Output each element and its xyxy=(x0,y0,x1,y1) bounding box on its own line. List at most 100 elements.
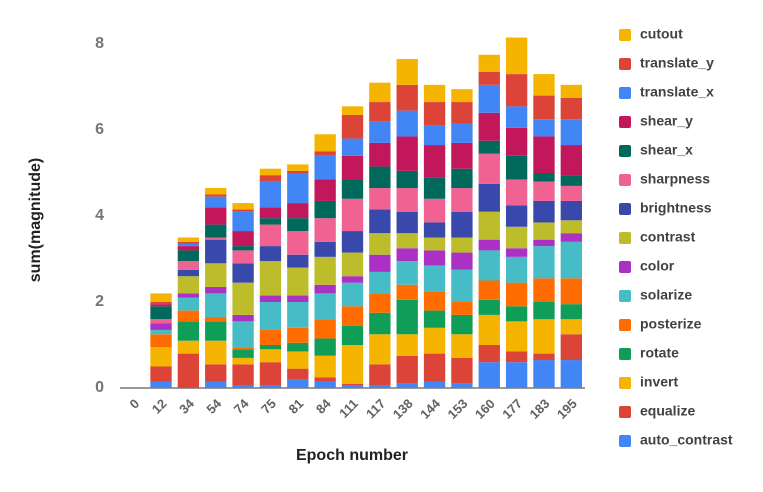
bar-segment xyxy=(369,334,391,365)
y-tick-label: 6 xyxy=(95,121,104,138)
bar-segment xyxy=(232,209,254,212)
bar-segment xyxy=(205,293,227,318)
bar-segment xyxy=(505,248,528,257)
bar-segment xyxy=(396,188,418,212)
bar-segment xyxy=(533,246,555,279)
bar-segment xyxy=(533,95,555,120)
bar-segment xyxy=(505,179,528,206)
bar-segment xyxy=(396,59,418,85)
bar-segment xyxy=(259,261,282,296)
legend-label: equalize xyxy=(640,403,695,419)
bar-segment xyxy=(314,200,336,219)
bar-segment xyxy=(177,261,200,270)
bar-segment xyxy=(396,211,418,234)
bar-segment xyxy=(205,321,227,341)
bar-segment xyxy=(232,211,254,232)
bar-segment xyxy=(451,269,473,302)
legend-swatch xyxy=(619,174,631,186)
bar-segment xyxy=(560,97,582,120)
legend-swatch xyxy=(619,377,631,389)
bar-segment xyxy=(396,233,418,249)
bar-segment xyxy=(259,302,282,330)
bar-segment xyxy=(533,222,555,240)
bar-segment xyxy=(396,284,418,300)
bar-segment xyxy=(259,224,282,247)
bar-segment xyxy=(287,342,309,352)
bar-segment xyxy=(369,364,391,386)
bar-segment xyxy=(259,295,282,302)
legend-swatch xyxy=(619,145,631,157)
bar-segment xyxy=(232,347,254,350)
bar-segment xyxy=(423,353,446,382)
bar-segment xyxy=(177,269,200,277)
bar-segment xyxy=(150,293,172,302)
legend-label: posterize xyxy=(640,316,702,332)
bar-segment xyxy=(505,256,528,283)
bar-segment xyxy=(205,340,227,365)
bar-segment xyxy=(177,321,200,341)
bar-segment xyxy=(314,256,336,285)
bar-segment xyxy=(451,89,473,103)
bar-segment xyxy=(478,54,500,72)
bar-segment xyxy=(560,241,582,279)
bar-segment xyxy=(232,321,254,348)
bar-segment xyxy=(396,248,418,262)
bar-segment xyxy=(177,243,200,247)
bar-segment xyxy=(505,306,528,322)
bar-segment xyxy=(341,106,364,115)
bar-segment xyxy=(478,112,500,141)
bar-segment xyxy=(341,306,364,326)
bar-segment xyxy=(560,233,582,242)
bar-segment xyxy=(396,261,418,285)
bar-segment xyxy=(314,218,336,242)
bar-segment xyxy=(341,385,364,388)
bar-segment xyxy=(314,155,336,180)
bar-segment xyxy=(369,82,391,103)
bar-segment xyxy=(560,278,582,305)
bar-segment xyxy=(341,252,364,277)
bar-segment xyxy=(533,173,555,182)
bar-segment xyxy=(396,170,418,189)
bar-segment xyxy=(478,211,500,240)
bar-segment xyxy=(396,383,418,388)
bar-segment xyxy=(341,198,364,232)
bar-segment xyxy=(287,302,309,328)
bar-segment xyxy=(505,321,528,352)
bar-segment xyxy=(232,357,254,365)
bar-segment xyxy=(533,302,555,320)
bar-segment xyxy=(369,166,391,189)
bar-segment xyxy=(560,84,582,98)
bar-segment xyxy=(533,239,555,247)
legend-swatch xyxy=(619,116,631,128)
bar-segment xyxy=(205,188,227,195)
bar-segment xyxy=(341,155,364,180)
bar-segment xyxy=(287,267,309,296)
bar-segment xyxy=(423,222,446,238)
bar-segment xyxy=(150,329,172,335)
bar-segment xyxy=(314,179,336,201)
bar-segment xyxy=(259,385,282,388)
bar-segment xyxy=(341,325,364,345)
bar-segment xyxy=(287,327,309,343)
bar-segment xyxy=(259,181,282,208)
bar-segment xyxy=(369,142,391,167)
bar-segment xyxy=(150,334,172,348)
bar-segment xyxy=(451,302,473,315)
bar-segment xyxy=(341,383,364,386)
bar-segment xyxy=(533,360,555,388)
bar-segment xyxy=(232,203,254,210)
legend-swatch xyxy=(619,232,631,244)
bar-segment xyxy=(369,385,391,388)
bar-segment xyxy=(259,175,282,182)
bar-segment xyxy=(205,194,227,197)
bar-segment xyxy=(341,231,364,253)
bar-segment xyxy=(287,231,309,255)
bar-segment xyxy=(259,246,282,262)
bar-segment xyxy=(287,203,309,219)
bar-segment xyxy=(369,121,391,143)
bar-segment xyxy=(505,282,528,307)
bar-segment xyxy=(341,282,364,307)
bar-segment xyxy=(423,250,446,266)
bar-segment xyxy=(341,138,364,156)
